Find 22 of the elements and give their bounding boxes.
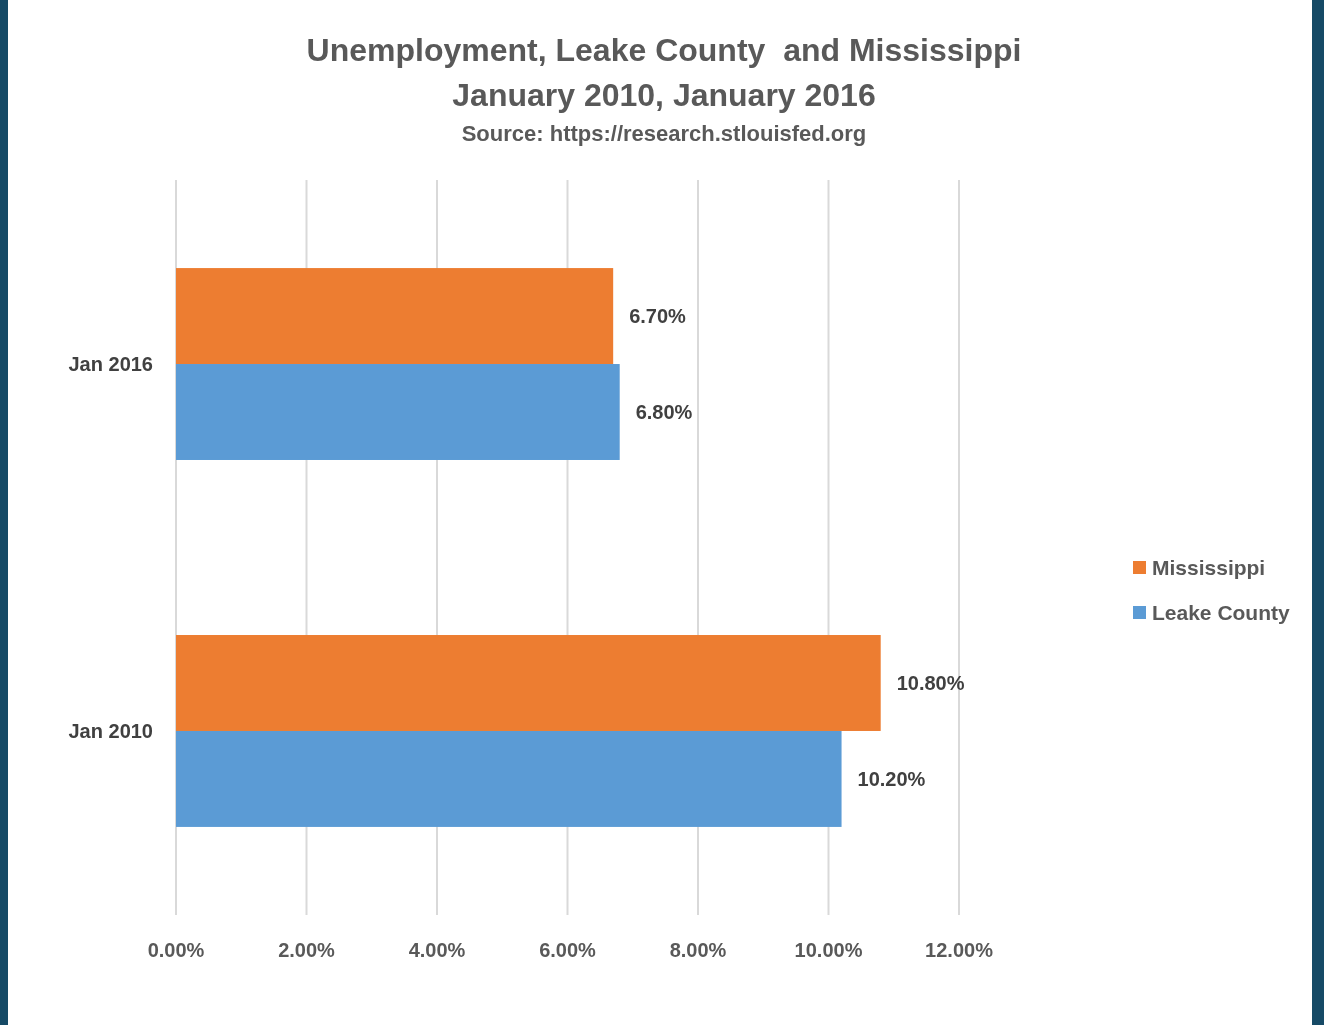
x-tick-label: 2.00% <box>278 939 336 961</box>
source-note: Source: https://research.stlouisfed.org <box>461 121 867 146</box>
data-label: 6.80% <box>635 401 693 423</box>
data-label: 10.20% <box>857 767 926 790</box>
legend-label: Leake County <box>1152 601 1291 625</box>
bar <box>176 635 881 731</box>
x-tick-label: 10.00% <box>794 939 863 961</box>
x-tick-label: 12.00% <box>925 939 994 961</box>
y-tick-label: Jan 2010 <box>68 719 153 742</box>
chart-subtitle: January 2010, January 2016 <box>452 77 876 113</box>
x-tick-label: 4.00% <box>408 939 466 961</box>
x-tick-label: 8.00% <box>669 939 727 961</box>
bar <box>176 364 620 460</box>
bar <box>176 730 842 827</box>
data-label: 10.80% <box>896 672 965 694</box>
bar <box>176 268 614 365</box>
chart-title: Unemployment, Leake County and Mississippi <box>306 32 1022 68</box>
x-tick-label: 0.00% <box>147 939 205 961</box>
legend-label: Mississippi <box>1152 556 1266 580</box>
y-tick-label: Jan 2016 <box>68 353 153 376</box>
data-label: 6.70% <box>629 305 687 328</box>
x-tick-label: 6.00% <box>539 939 597 961</box>
